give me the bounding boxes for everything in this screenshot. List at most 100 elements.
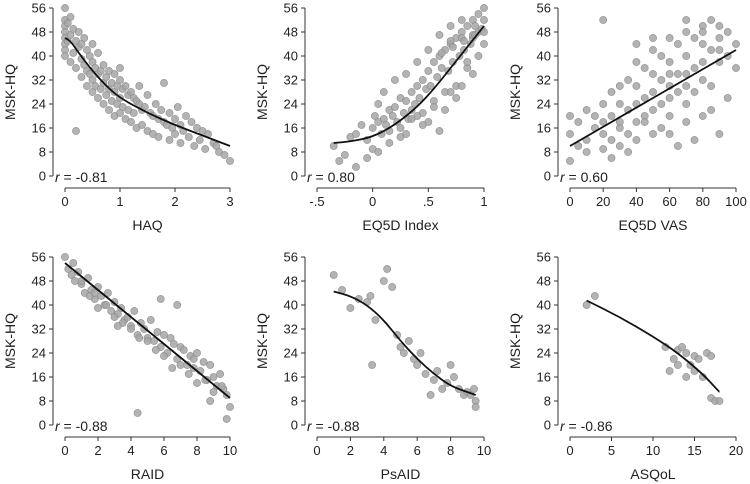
data-point [607, 88, 616, 96]
y-axis-title: MSK-HQ [254, 313, 270, 369]
data-point [715, 130, 724, 138]
data-point [690, 88, 699, 96]
r-value: = -0.88 [312, 418, 360, 434]
data-point [189, 355, 198, 363]
r-value: = -0.81 [60, 169, 108, 185]
data-point [382, 121, 390, 129]
data-point [429, 58, 438, 66]
y-tick-label: 0 [291, 169, 298, 184]
data-point [391, 103, 399, 111]
data-point [173, 301, 182, 309]
y-tick-label: 40 [537, 49, 551, 64]
data-point [632, 118, 641, 126]
data-point [171, 130, 179, 138]
data-point [665, 70, 674, 78]
data-point [474, 10, 483, 18]
fit-line [569, 49, 737, 147]
data-point [698, 58, 707, 66]
data-point [694, 355, 703, 363]
data-point [452, 94, 461, 102]
data-point [418, 121, 427, 129]
x-tick-label: 0 [313, 443, 320, 458]
data-point [448, 43, 457, 51]
data-point [682, 349, 691, 357]
data-point [480, 16, 488, 24]
data-point [624, 130, 632, 138]
data-point [678, 343, 686, 351]
y-axis-title: MSK-HQ [2, 313, 18, 369]
fit-line [333, 290, 476, 396]
correlation-label: r = -0.88 [307, 418, 360, 434]
data-point [166, 334, 175, 342]
data-point [366, 292, 375, 300]
data-point [138, 121, 146, 129]
data-point [99, 100, 108, 108]
x-tick-label: 2 [171, 194, 178, 209]
x-axis-title: ASQoL [630, 466, 675, 482]
data-point [368, 361, 377, 369]
data-point [209, 388, 218, 396]
y-tick-label: 32 [32, 322, 46, 337]
data-point [446, 361, 455, 369]
data-point [74, 28, 83, 36]
x-tick-label: 100 [725, 194, 747, 209]
data-point [665, 34, 674, 42]
y-tick-label: 24 [284, 346, 298, 361]
data-point [67, 271, 76, 279]
y-tick-label: 56 [284, 1, 298, 16]
y-axis-title: MSK-HQ [2, 64, 18, 120]
data-point [649, 88, 657, 96]
data-point [438, 385, 447, 393]
correlation-label: r = -0.86 [560, 418, 613, 434]
y-tick-label: 56 [537, 1, 551, 16]
data-point [707, 82, 715, 90]
data-point [217, 382, 226, 390]
data-point [346, 304, 355, 312]
data-point [566, 157, 574, 165]
data-point [480, 40, 488, 48]
data-point [94, 94, 102, 102]
data-point [190, 142, 199, 150]
y-tick-label: 16 [537, 370, 551, 385]
data-point [698, 112, 707, 120]
x-tick-label: 6 [414, 443, 421, 458]
data-point [184, 133, 193, 141]
data-point [77, 73, 86, 81]
y-tick-label: 32 [32, 73, 46, 88]
y-tick-label: 16 [32, 370, 46, 385]
data-point [707, 16, 715, 24]
y-tick-label: 32 [537, 73, 551, 88]
x-tick-label: 1 [116, 194, 123, 209]
data-point [416, 349, 425, 357]
x-tick-label: 40 [629, 194, 643, 209]
data-point [199, 358, 208, 366]
correlation-label: r = 0.60 [560, 169, 608, 185]
data-point [107, 307, 116, 315]
data-point [471, 22, 479, 30]
y-tick-label: 0 [544, 418, 551, 433]
x-axis-title: PsAID [381, 466, 421, 482]
data-point [674, 70, 682, 78]
data-point [413, 361, 422, 369]
y-tick-label: 24 [32, 97, 46, 112]
data-point [424, 46, 433, 54]
data-point [374, 148, 383, 156]
x-tick-label: 6 [160, 443, 167, 458]
y-tick-label: 40 [32, 49, 46, 64]
y-tick-label: 8 [39, 145, 46, 160]
y-tick-label: 40 [32, 298, 46, 313]
y-tick-label: 32 [284, 322, 298, 337]
y-axis-title: MSK-HQ [507, 64, 523, 120]
data-point [715, 34, 724, 42]
x-tick-label: 5 [608, 443, 615, 458]
data-point [715, 397, 724, 405]
data-point [624, 148, 632, 156]
data-point [732, 40, 740, 48]
data-point [160, 79, 168, 87]
data-point [154, 133, 163, 141]
data-point [657, 100, 666, 108]
data-point [624, 76, 632, 84]
y-tick-label: 48 [284, 274, 298, 289]
data-point [632, 136, 641, 144]
data-point [413, 58, 422, 66]
